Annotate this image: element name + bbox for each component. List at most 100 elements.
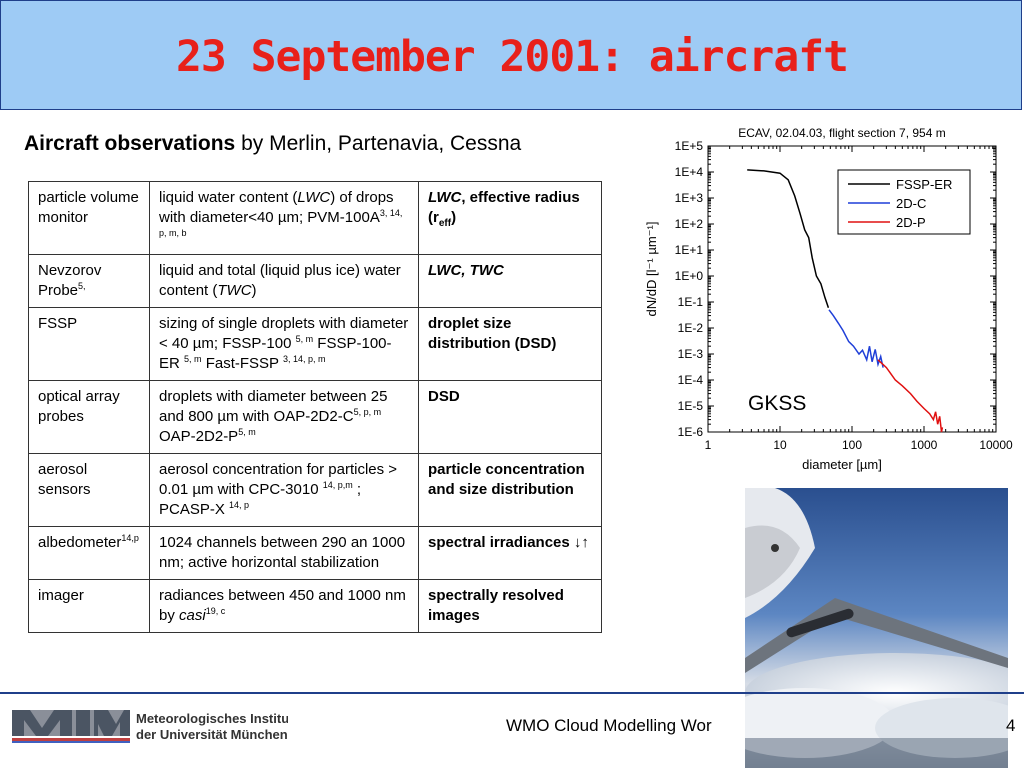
x-tick-label: 1000 [911, 438, 938, 452]
description-part: FSSP-100-ER [159, 335, 392, 372]
logo-text-line1: Meteorologisches Institut [136, 711, 288, 726]
description-part: 5, p, m [353, 407, 382, 417]
description-part: LWC [297, 189, 331, 206]
instrument-cell: particle volume monitor [28, 181, 150, 255]
table-row: imager radiances between 450 and 1000 nm … [28, 579, 602, 633]
measurement-part: ) [451, 209, 457, 226]
instrument-cell: aerosol sensors [28, 453, 150, 527]
measurement-part: LWC [428, 189, 462, 206]
y-tick-label: 1E-2 [678, 321, 704, 335]
description-part: liquid water content ( [159, 189, 298, 206]
description-cell: liquid water content (LWC) of drops with… [149, 181, 419, 255]
description-cell: radiances between 450 and 1000 nm by cas… [149, 579, 419, 633]
table-row: optical array probes droplets with diamet… [28, 380, 602, 454]
measurement-cell: spectrally resolved images [418, 579, 602, 633]
measurement-part: spectrally resolved images [428, 587, 564, 624]
description-cell: 1024 channels between 290 an 1000 nm; ac… [149, 526, 419, 580]
series-line-2d-c [828, 309, 884, 368]
x-tick-label: 10000 [979, 438, 1013, 452]
legend-box [837, 169, 971, 235]
table-row: aerosol sensors aerosol concentration for… [28, 453, 602, 527]
measurement-cell: LWC, effective radius (reff) [418, 181, 602, 255]
instrument-name: aerosol sensors [38, 461, 91, 498]
table-row: Nevzorov Probe5, liquid and total (liquid… [28, 254, 602, 308]
y-tick-label: 1E-5 [678, 399, 704, 413]
description-cell: droplets with diameter between 25 and 80… [149, 380, 419, 454]
page-number: 4 [1006, 716, 1016, 735]
footer-divider [0, 692, 1024, 694]
description-part: 3, 14, p, m [282, 354, 326, 364]
mim-logo-icon: Meteorologisches Institut der Universitä… [12, 710, 294, 743]
instrument-name: imager [38, 587, 84, 604]
section-subtitle: Aircraft observations by Merlin, Partena… [24, 132, 521, 156]
y-tick-label: 1E+1 [675, 243, 704, 257]
y-tick-label: 1E-1 [678, 295, 704, 309]
description-cell: sizing of single droplets with diameter … [149, 307, 419, 381]
description-part: ; PCASP-X [159, 481, 362, 518]
instrument-cell: FSSP [28, 307, 150, 381]
description-part: aerosol concentration for particles > 0.… [159, 461, 398, 498]
y-tick-label: 1E-3 [678, 347, 704, 361]
instrument-ref: 5, [78, 281, 86, 291]
y-tick-label: 1E-6 [678, 425, 704, 439]
instrument-name: optical array probes [38, 388, 120, 425]
measurement-part: eff [438, 218, 452, 229]
chart-annotation: GKSS [748, 392, 806, 415]
instrument-name: FSSP [38, 315, 78, 332]
x-tick-label: 10 [773, 438, 787, 452]
y-axis-label: dN/dD [l⁻¹ µm⁻¹] [644, 222, 659, 317]
x-axis-label: diameter [µm] [802, 457, 882, 472]
description-part: 19, c [205, 606, 226, 616]
instrument-cell: imager [28, 579, 150, 633]
measurement-part: LWC, TWC [428, 262, 504, 279]
x-tick-label: 1 [705, 438, 712, 452]
y-tick-label: 1E+0 [675, 269, 704, 283]
table-row: albedometer14,p 1024 channels between 290… [28, 526, 602, 580]
description-part: sizing of single droplets with diameter … [159, 315, 409, 352]
measurement-cell: spectral irradiances ↓↑ [418, 526, 602, 580]
description-part: 14, p,m [322, 480, 353, 490]
description-part: OAP-2D2-P [159, 428, 239, 445]
instrument-table: particle volume monitor liquid water cont… [28, 181, 602, 633]
description-part: casi [179, 607, 206, 624]
x-tick-label: 100 [842, 438, 862, 452]
description-part: 5, m [238, 427, 256, 437]
measurement-part: DSD [428, 388, 460, 405]
aircraft-photo [745, 488, 1008, 768]
instrument-cell: Nevzorov Probe5, [28, 254, 150, 308]
instrument-name: particle volume monitor [38, 189, 139, 226]
description-part: TWC [217, 282, 252, 299]
chart-title: ECAV, 02.04.03, flight section 7, 954 m [738, 126, 945, 140]
measurement-cell: droplet size distribution (DSD) [418, 307, 602, 381]
description-part: droplets with diameter between 25 and 80… [159, 388, 388, 425]
size-distribution-chart: ECAV, 02.04.03, flight section 7, 954 m 1… [632, 122, 1024, 482]
description-part: ) of drops with diameter<40 µm; PVM-100A [159, 189, 394, 226]
description-part: 5, m [295, 334, 314, 344]
instrument-cell: optical array probes [28, 380, 150, 454]
table-row: particle volume monitor liquid water cont… [28, 181, 602, 255]
title-banner [0, 0, 1022, 110]
measurement-cell: LWC, TWC [418, 254, 602, 308]
institute-logo: Meteorologisches Institut der Universitä… [12, 708, 294, 746]
description-cell: aerosol concentration for particles > 0.… [149, 453, 419, 527]
measurement-part: , effective radius (r [428, 189, 580, 226]
legend-label: FSSP-ER [896, 177, 952, 192]
legend-label: 2D-C [896, 196, 926, 211]
y-tick-label: 1E+4 [675, 165, 704, 179]
description-part: 14, p [229, 500, 250, 510]
y-tick-label: 1E+5 [675, 139, 704, 153]
footer-conference-text: WMO Cloud Modelling Wor [506, 716, 712, 735]
page-title: 23 September 2001: aircraft [176, 32, 849, 82]
measurement-part: spectral irradiances ↓↑ [428, 534, 589, 551]
measurement-part: particle concentration and size distribu… [428, 461, 585, 498]
instrument-name: Nevzorov Probe [38, 262, 102, 299]
y-tick-label: 1E+3 [675, 191, 704, 205]
measurement-cell: particle concentration and size distribu… [418, 453, 602, 527]
y-tick-label: 1E-4 [678, 373, 704, 387]
description-cell: liquid and total (liquid plus ice) water… [149, 254, 419, 308]
description-part: liquid and total (liquid plus ice) water… [159, 262, 401, 299]
description-part: 3, 14, p, m, b [159, 208, 403, 238]
description-part: ) [251, 282, 257, 299]
table-row: FSSP sizing of single droplets with diame… [28, 307, 602, 381]
chart-svg: ECAV, 02.04.03, flight section 7, 954 m 1… [644, 126, 1013, 472]
